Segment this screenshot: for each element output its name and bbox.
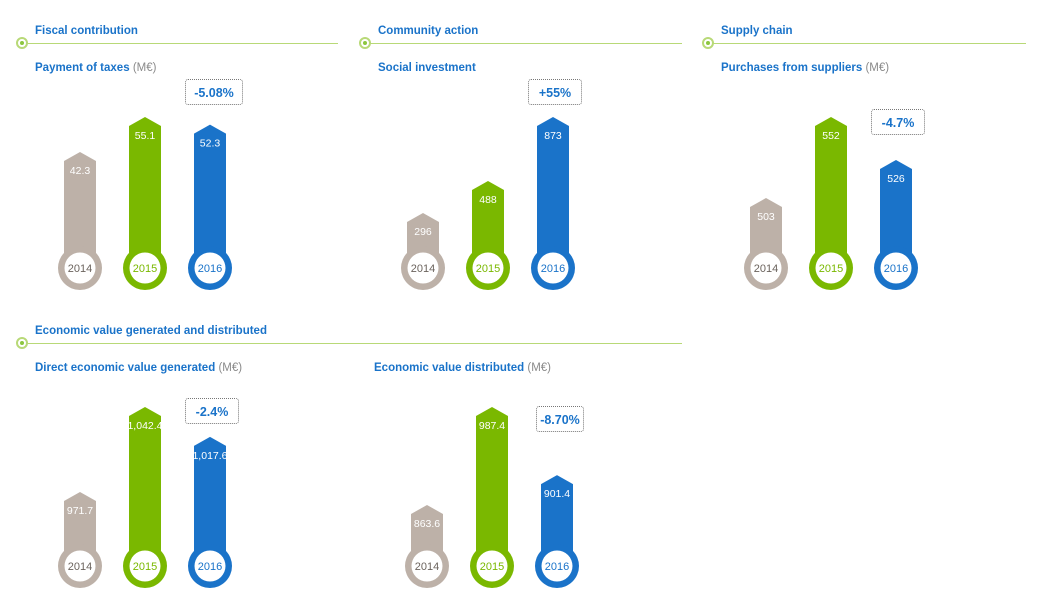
change-badge: -2.4% xyxy=(185,398,239,424)
year-label: 2016 xyxy=(198,561,222,573)
year-disc xyxy=(129,252,161,284)
bar-2015 xyxy=(476,407,508,566)
year-disc xyxy=(129,550,161,582)
year-label: 2016 xyxy=(884,263,908,275)
section-bullet-icon xyxy=(359,37,371,49)
value-label: 1,017.6 xyxy=(192,450,227,462)
year-disc xyxy=(476,550,508,582)
value-label: 503 xyxy=(757,211,775,223)
year-label: 2015 xyxy=(476,263,500,275)
value-label: 863.6 xyxy=(414,518,440,530)
year-label: 2014 xyxy=(68,561,92,573)
year-label: 2016 xyxy=(541,263,565,275)
chart-title: Social investment xyxy=(378,62,476,74)
bar-2016 xyxy=(537,117,569,268)
year-label: 2014 xyxy=(754,263,778,275)
change-badge: -4.7% xyxy=(871,109,925,135)
bar-2015 xyxy=(472,181,504,268)
chart-title: Purchases from suppliers (M€) xyxy=(721,62,890,74)
bar-2016 xyxy=(541,475,573,566)
section-title-economic: Economic value generated and distributed xyxy=(35,325,267,337)
section-divider xyxy=(365,43,682,44)
value-label: 873 xyxy=(544,130,562,142)
value-label: 901.4 xyxy=(544,488,570,500)
year-disc xyxy=(541,550,573,582)
year-label: 2014 xyxy=(411,263,435,275)
bar-2015 xyxy=(815,117,847,268)
year-disc xyxy=(411,550,443,582)
change-badge: +55% xyxy=(528,79,582,105)
year-label: 2016 xyxy=(198,263,222,275)
value-label: 1,042.4 xyxy=(127,420,162,432)
change-badge: -8.70% xyxy=(536,406,584,432)
year-label: 2015 xyxy=(480,561,504,573)
section-title-community: Community action xyxy=(378,25,479,37)
year-label: 2015 xyxy=(133,561,157,573)
year-label: 2014 xyxy=(415,561,439,573)
chart-social-investment: 2014 296 2015 488 2016 873 xyxy=(401,117,575,290)
chart-purchases-from-suppliers: 2014 503 2015 552 2016 526 xyxy=(744,117,918,290)
section-divider xyxy=(22,43,338,44)
value-label: 526 xyxy=(887,173,905,185)
year-disc xyxy=(194,550,226,582)
bar-2015 xyxy=(129,407,161,566)
value-label: 488 xyxy=(479,194,497,206)
value-label: 42.3 xyxy=(70,165,91,177)
chart-payment-of-taxes: 2014 42.3 2015 55.1 2016 52.3 xyxy=(58,117,232,290)
change-badge: -5.08% xyxy=(185,79,243,105)
value-label: 552 xyxy=(822,130,840,142)
year-disc xyxy=(815,252,847,284)
year-label: 2014 xyxy=(68,263,92,275)
section-bullet-icon xyxy=(16,37,28,49)
chart-title: Economic value distributed (M€) xyxy=(374,362,552,374)
chart-title: Payment of taxes (M€) xyxy=(35,62,157,74)
bar-2016 xyxy=(194,124,226,268)
value-label: 55.1 xyxy=(135,130,156,142)
chart-direct-economic-value: 2014 971.7 2015 1,042.4 2016 1,017.6 xyxy=(58,407,232,588)
chart-title: Direct economic value generated (M€) xyxy=(35,362,243,374)
chart-economic-value-distributed: 2014 863.6 2015 987.4 2016 901.4 xyxy=(405,407,579,588)
year-disc xyxy=(472,252,504,284)
bar-2014 xyxy=(64,152,96,268)
year-disc xyxy=(64,550,96,582)
section-bullet-icon xyxy=(702,37,714,49)
year-label: 2016 xyxy=(545,561,569,573)
section-title-supply: Supply chain xyxy=(721,25,793,37)
section-divider xyxy=(708,43,1026,44)
year-disc xyxy=(194,252,226,284)
value-label: 987.4 xyxy=(479,420,505,432)
value-label: 52.3 xyxy=(200,138,221,150)
section-divider xyxy=(22,343,682,344)
year-disc xyxy=(64,252,96,284)
year-label: 2015 xyxy=(819,263,843,275)
year-label: 2015 xyxy=(133,263,157,275)
year-disc xyxy=(407,252,439,284)
bar-2016 xyxy=(880,159,912,268)
year-disc xyxy=(750,252,782,284)
section-bullet-icon xyxy=(16,337,28,349)
bar-2016 xyxy=(194,436,226,566)
section-title-fiscal: Fiscal contribution xyxy=(35,25,138,37)
value-label: 971.7 xyxy=(67,505,93,517)
bar-2015 xyxy=(129,117,161,268)
year-disc xyxy=(880,252,912,284)
year-disc xyxy=(537,252,569,284)
value-label: 296 xyxy=(414,226,432,238)
